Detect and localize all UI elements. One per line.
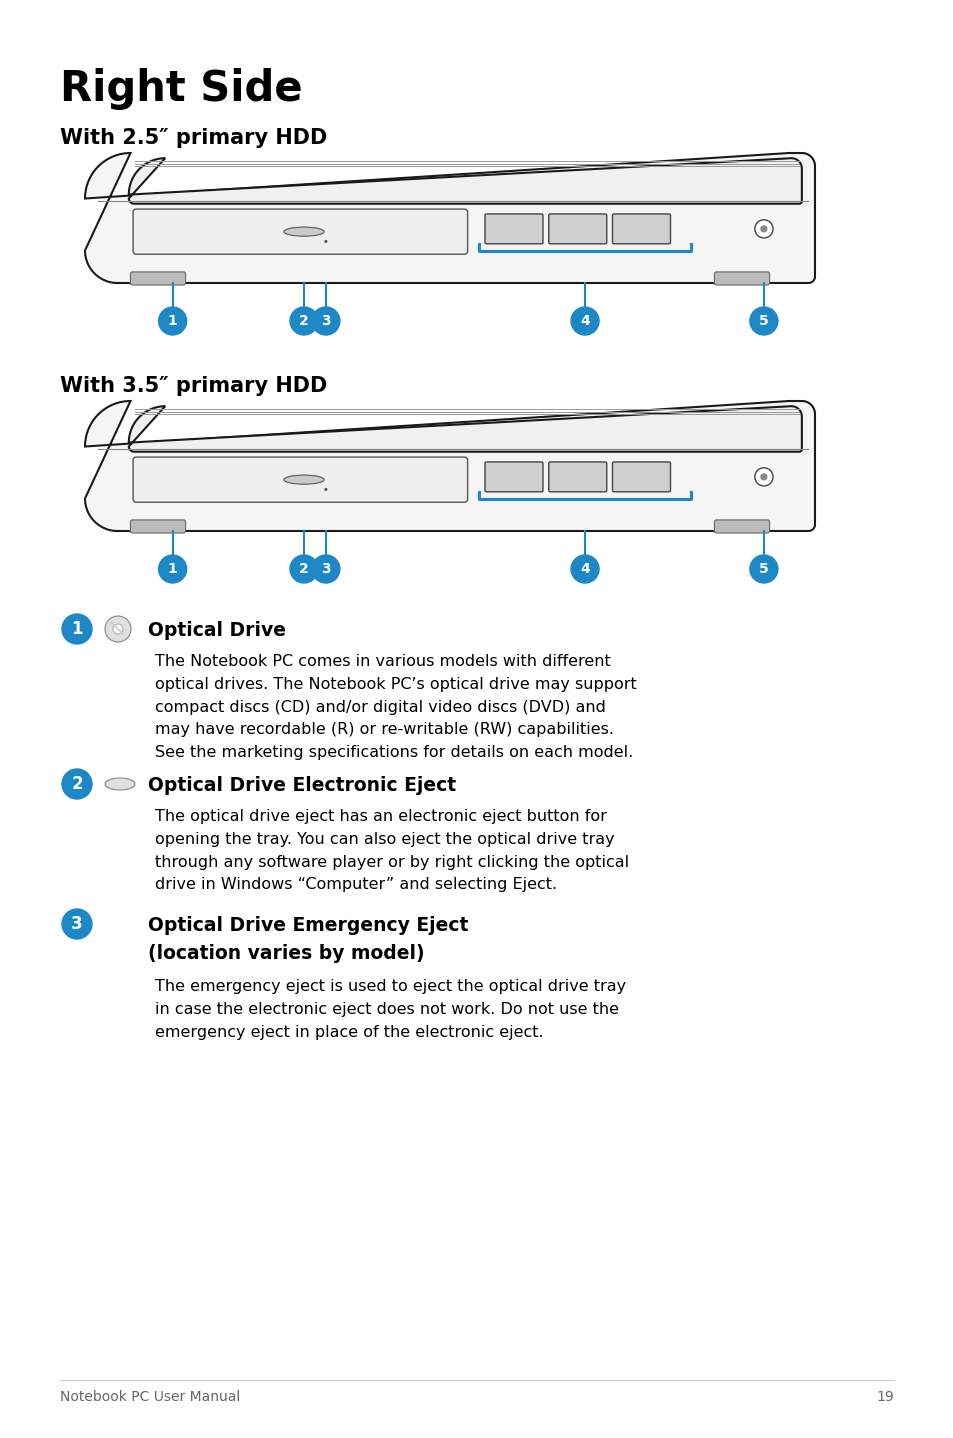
FancyBboxPatch shape xyxy=(714,521,769,533)
Text: 1: 1 xyxy=(168,562,177,577)
Circle shape xyxy=(290,306,317,335)
Polygon shape xyxy=(85,401,814,531)
Ellipse shape xyxy=(284,227,324,236)
Ellipse shape xyxy=(105,778,135,789)
Polygon shape xyxy=(129,158,801,204)
Text: 1: 1 xyxy=(71,620,83,638)
Text: 4: 4 xyxy=(579,313,589,328)
Text: Right Side: Right Side xyxy=(60,68,302,109)
Circle shape xyxy=(312,555,339,582)
Text: 3: 3 xyxy=(321,562,331,577)
Circle shape xyxy=(62,769,91,800)
Circle shape xyxy=(62,909,91,939)
Text: With 3.5″ primary HDD: With 3.5″ primary HDD xyxy=(60,375,327,395)
Text: The emergency eject is used to eject the optical drive tray
in case the electron: The emergency eject is used to eject the… xyxy=(154,979,625,1040)
Text: 2: 2 xyxy=(299,313,309,328)
Circle shape xyxy=(760,226,767,233)
Text: With 2.5″ primary HDD: With 2.5″ primary HDD xyxy=(60,128,327,148)
FancyBboxPatch shape xyxy=(484,214,542,244)
Text: Optical Drive: Optical Drive xyxy=(148,621,286,640)
Polygon shape xyxy=(85,152,814,283)
Circle shape xyxy=(158,555,187,582)
FancyBboxPatch shape xyxy=(548,462,606,492)
Circle shape xyxy=(290,555,317,582)
Text: Notebook PC User Manual: Notebook PC User Manual xyxy=(60,1391,240,1403)
Text: 5: 5 xyxy=(759,313,768,328)
FancyBboxPatch shape xyxy=(548,214,606,244)
Text: Optical Drive Electronic Eject: Optical Drive Electronic Eject xyxy=(148,777,456,795)
FancyBboxPatch shape xyxy=(133,457,467,502)
Text: 3: 3 xyxy=(71,915,83,933)
Circle shape xyxy=(112,624,123,634)
Circle shape xyxy=(312,306,339,335)
Circle shape xyxy=(571,306,598,335)
Circle shape xyxy=(571,555,598,582)
Text: 4: 4 xyxy=(579,562,589,577)
Text: 2: 2 xyxy=(299,562,309,577)
Circle shape xyxy=(105,615,131,641)
FancyBboxPatch shape xyxy=(612,214,670,244)
FancyBboxPatch shape xyxy=(714,272,769,285)
Polygon shape xyxy=(129,406,801,452)
Text: 19: 19 xyxy=(876,1391,893,1403)
Text: 1: 1 xyxy=(168,313,177,328)
Circle shape xyxy=(760,473,767,480)
Circle shape xyxy=(324,240,327,243)
Ellipse shape xyxy=(284,475,324,485)
Text: 3: 3 xyxy=(321,313,331,328)
Circle shape xyxy=(324,487,327,490)
FancyBboxPatch shape xyxy=(131,272,185,285)
Circle shape xyxy=(62,614,91,644)
Circle shape xyxy=(158,306,187,335)
Text: 2: 2 xyxy=(71,775,83,792)
Circle shape xyxy=(754,220,772,237)
Circle shape xyxy=(749,306,777,335)
FancyBboxPatch shape xyxy=(484,462,542,492)
FancyBboxPatch shape xyxy=(133,209,467,255)
Text: The Notebook PC comes in various models with different
optical drives. The Noteb: The Notebook PC comes in various models … xyxy=(154,654,636,761)
FancyBboxPatch shape xyxy=(131,521,185,533)
Circle shape xyxy=(754,467,772,486)
Circle shape xyxy=(749,555,777,582)
FancyBboxPatch shape xyxy=(612,462,670,492)
Text: 5: 5 xyxy=(759,562,768,577)
Text: The optical drive eject has an electronic eject button for
opening the tray. You: The optical drive eject has an electroni… xyxy=(154,810,628,893)
Text: Optical Drive Emergency Eject
(location varies by model): Optical Drive Emergency Eject (location … xyxy=(148,916,468,963)
